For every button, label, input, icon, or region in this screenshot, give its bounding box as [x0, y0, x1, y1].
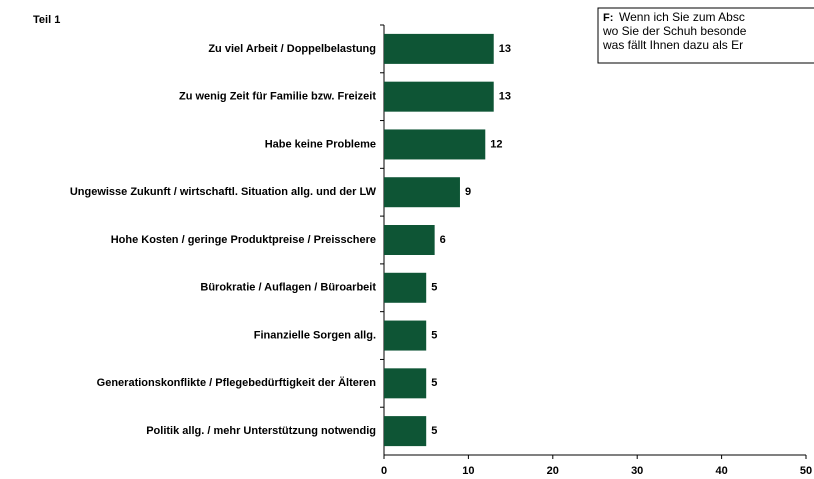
- x-tick-label: 10: [462, 465, 474, 477]
- bar: [384, 81, 494, 112]
- data-label: 5: [431, 425, 437, 437]
- data-label: 5: [431, 377, 437, 389]
- chart-title: Teil 1: [33, 14, 60, 26]
- data-label: 5: [431, 329, 437, 341]
- x-tick-label: 20: [547, 465, 559, 477]
- x-tick-label: 30: [631, 465, 643, 477]
- bar: [384, 320, 427, 351]
- bar: [384, 225, 435, 255]
- bar: [384, 368, 427, 399]
- y-tick-label: Finanzielle Sorgen allg.: [254, 329, 376, 341]
- data-label: 13: [499, 91, 511, 103]
- y-tick-label: Generationskonflikte / Pflegebedürftigke…: [97, 376, 377, 389]
- data-label: 6: [440, 234, 446, 246]
- y-tick-label: Bürokratie / Auflagen / Büroarbeit: [200, 282, 376, 294]
- annotation-box: [597, 7, 814, 64]
- x-tick-label: 50: [800, 465, 812, 477]
- y-tick-label: Habe keine Probleme: [265, 138, 376, 150]
- bar: [384, 177, 460, 208]
- bar: [384, 416, 427, 447]
- data-label: 5: [431, 282, 437, 294]
- y-tick-label: Zu viel Arbeit / Doppelbelastung: [208, 43, 376, 55]
- y-tick-label: Hohe Kosten / geringe Produktpreise / Pr…: [111, 234, 376, 246]
- data-label: 9: [465, 186, 471, 198]
- x-tick-label: 0: [381, 465, 387, 477]
- data-label: 13: [499, 43, 511, 55]
- y-tick-label: Ungewisse Zukunft / wirtschaftl. Situati…: [70, 186, 377, 198]
- bar: [384, 33, 494, 64]
- annotation-line: Wenn ich Sie zum Absc: [619, 10, 745, 24]
- y-tick-label: Politik allg. / mehr Unterstützung notwe…: [146, 425, 376, 437]
- annotation-line: wo Sie der Schuh besonde: [602, 24, 747, 38]
- bar: [384, 272, 427, 303]
- annotation-label: F:: [603, 12, 613, 24]
- bar: [384, 129, 486, 160]
- data-label: 12: [490, 138, 502, 150]
- annotation-line: was fällt Ihnen dazu als Er: [602, 38, 743, 52]
- y-tick-label: Zu wenig Zeit für Familie bzw. Freizeit: [179, 91, 376, 103]
- x-tick-label: 40: [715, 465, 727, 477]
